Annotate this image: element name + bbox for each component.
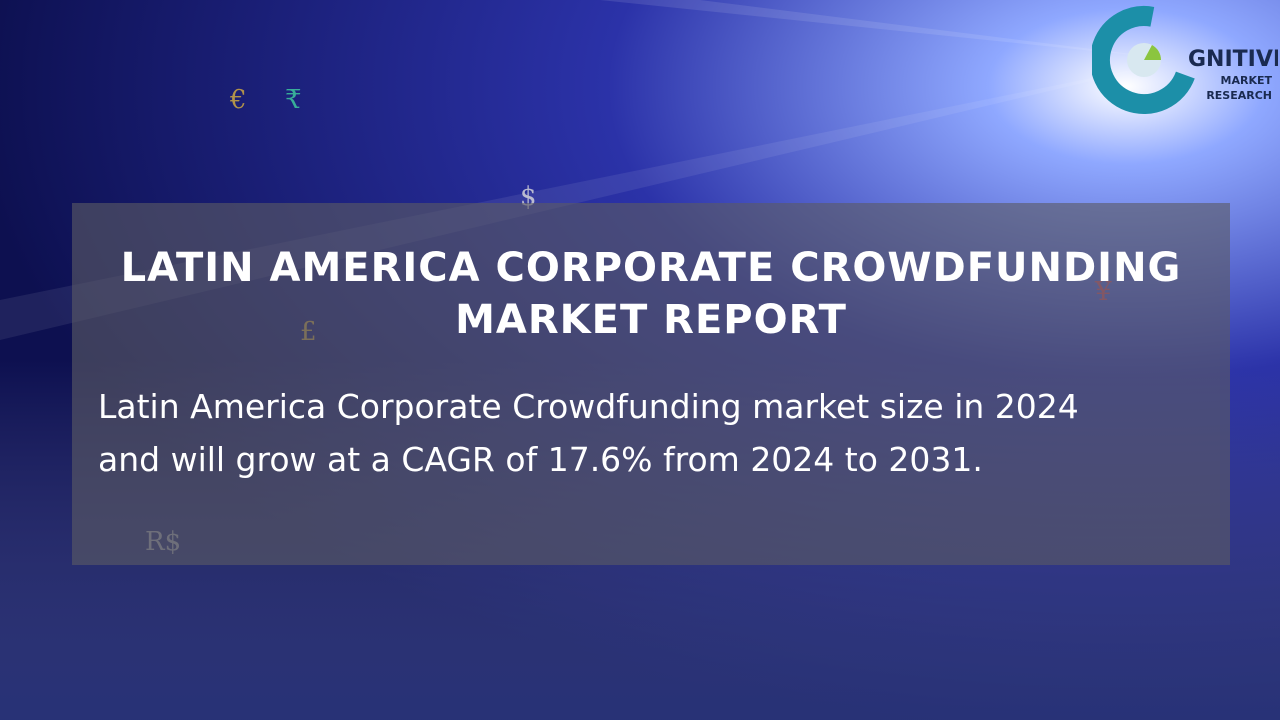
banner: LATIN AMERICA CORPORATE CROWDFUNDING MAR… bbox=[72, 203, 1230, 565]
logo-slice bbox=[1144, 45, 1161, 60]
light-ray bbox=[600, 0, 1180, 60]
logo: GNITIVE MARKET RESEARCH bbox=[1092, 6, 1278, 114]
logo-brand: GNITIVE bbox=[1188, 47, 1278, 72]
description: and will grow at a CAGR of 17.6% from 20… bbox=[98, 440, 983, 479]
currency-symbol: € bbox=[229, 85, 247, 115]
description: Latin America Corporate Crowdfunding mar… bbox=[98, 387, 1079, 426]
currency-symbol: ₹ bbox=[285, 85, 302, 115]
logo-ring bbox=[1092, 6, 1198, 114]
logo-text: RESEARCH bbox=[1206, 89, 1272, 102]
logo-text: MARKET bbox=[1221, 74, 1273, 87]
title: LATIN AMERICA CORPORATE CROWDFUNDING bbox=[120, 245, 1182, 291]
title: MARKET REPORT bbox=[455, 297, 847, 343]
